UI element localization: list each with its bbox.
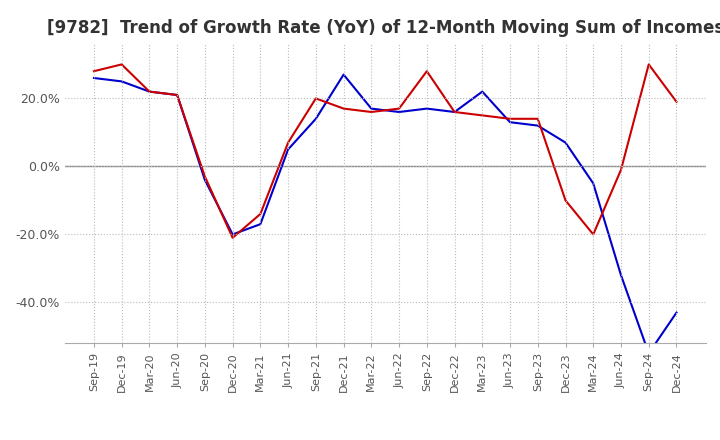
Net Income Growth Rate (339, 106, 348, 111)
Net Income Growth Rate (561, 198, 570, 203)
Ordinary Income Growth Rate (145, 89, 154, 94)
Net Income Growth Rate (284, 140, 292, 145)
Ordinary Income Growth Rate (395, 110, 403, 115)
Net Income Growth Rate (616, 167, 625, 172)
Ordinary Income Growth Rate (117, 79, 126, 84)
Ordinary Income Growth Rate (589, 181, 598, 186)
Ordinary Income Growth Rate (284, 147, 292, 152)
Ordinary Income Growth Rate (672, 310, 681, 315)
Net Income Growth Rate (534, 116, 542, 121)
Net Income Growth Rate (145, 89, 154, 94)
Net Income Growth Rate (89, 69, 98, 74)
Ordinary Income Growth Rate (534, 123, 542, 128)
Ordinary Income Growth Rate (201, 177, 210, 183)
Net Income Growth Rate (589, 232, 598, 237)
Ordinary Income Growth Rate (367, 106, 376, 111)
Ordinary Income Growth Rate (312, 116, 320, 121)
Net Income Growth Rate (450, 110, 459, 115)
Ordinary Income Growth Rate (228, 232, 237, 237)
Ordinary Income Growth Rate (478, 89, 487, 94)
Net Income Growth Rate (367, 110, 376, 115)
Ordinary Income Growth Rate (173, 92, 181, 98)
Ordinary Income Growth Rate (450, 110, 459, 115)
Ordinary Income Growth Rate (561, 140, 570, 145)
Ordinary Income Growth Rate (616, 272, 625, 278)
Ordinary Income Growth Rate (505, 120, 514, 125)
Ordinary Income Growth Rate (644, 351, 653, 356)
Ordinary Income Growth Rate (423, 106, 431, 111)
Net Income Growth Rate (505, 116, 514, 121)
Net Income Growth Rate (672, 99, 681, 104)
Net Income Growth Rate (478, 113, 487, 118)
Net Income Growth Rate (117, 62, 126, 67)
Line: Net Income Growth Rate: Net Income Growth Rate (94, 64, 677, 238)
Net Income Growth Rate (312, 96, 320, 101)
Net Income Growth Rate (395, 106, 403, 111)
Ordinary Income Growth Rate (339, 72, 348, 77)
Ordinary Income Growth Rate (89, 75, 98, 81)
Net Income Growth Rate (201, 174, 210, 179)
Ordinary Income Growth Rate (256, 222, 265, 227)
Net Income Growth Rate (173, 92, 181, 98)
Net Income Growth Rate (644, 62, 653, 67)
Title: [9782]  Trend of Growth Rate (YoY) of 12-Month Moving Sum of Incomes: [9782] Trend of Growth Rate (YoY) of 12-… (47, 19, 720, 37)
Net Income Growth Rate (256, 211, 265, 216)
Net Income Growth Rate (423, 69, 431, 74)
Line: Ordinary Income Growth Rate: Ordinary Income Growth Rate (94, 75, 677, 353)
Net Income Growth Rate (228, 235, 237, 240)
